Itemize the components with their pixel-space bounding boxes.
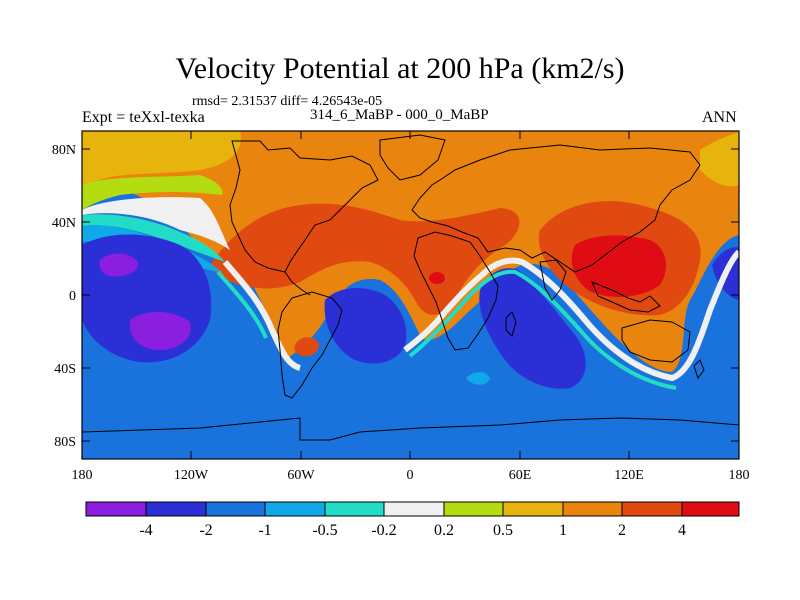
colorbar-swatch (85, 501, 147, 517)
coast-australia (621, 319, 691, 363)
colorbar-label: 0.5 (493, 522, 513, 539)
colorbar-swatch (324, 501, 385, 517)
colorbar-swatch (562, 501, 623, 517)
field-cyan-rim (216, 269, 677, 390)
colorbar-label: 2 (618, 522, 626, 539)
colorbar-swatch (502, 501, 564, 517)
field-africa-red (429, 272, 445, 284)
colorbar: -4 -2 -1 -0.5 -0.2 0.2 0.5 1 2 4 (85, 501, 740, 539)
lon-label-120w: 120W (174, 468, 209, 483)
colorbar-label: 0.2 (434, 522, 454, 539)
colorbar-swatch (621, 501, 683, 517)
season-label: ANN (702, 109, 737, 126)
field-arctic-yellow-east (700, 132, 739, 187)
lon-label-0: 0 (407, 468, 414, 483)
coast-north-america (229, 140, 379, 273)
coastlines (82, 134, 739, 441)
field-cyan-band (82, 214, 225, 262)
coast-se-asia (591, 281, 661, 313)
field-arctic-yellow (82, 131, 241, 185)
colorbar-swatch (443, 501, 504, 517)
lat-label-40n: 40N (52, 216, 76, 231)
plot-title: Velocity Potential at 200 hPa (km2/s) (175, 52, 625, 85)
field-atlantic-blue (324, 288, 407, 364)
field-sout-patch (466, 372, 490, 385)
coast-south-america (277, 291, 343, 399)
field-white-band (82, 197, 230, 250)
colorbar-label: -4 (139, 522, 152, 539)
coast-greenland (379, 134, 446, 181)
experiment-label: Expt = teXxl-texka (82, 109, 205, 126)
colorbar-label: -0.5 (312, 522, 337, 539)
colorbar-swatch (681, 501, 740, 517)
lat-label-0: 0 (69, 289, 76, 304)
colorbar-label: -1 (258, 522, 271, 539)
colorbar-swatch (264, 501, 326, 517)
lon-label-120e: 120E (614, 468, 644, 483)
lon-label-60w: 60W (287, 468, 315, 483)
coast-eurasia (411, 144, 701, 273)
colorbar-label: -0.2 (371, 522, 396, 539)
field-green-band (82, 175, 223, 210)
field-samerica-redorange (294, 337, 319, 357)
lat-label-80n: 80N (52, 143, 76, 158)
lat-ticks (82, 148, 739, 442)
comparison-label: 314_6_MaBP - 000_0_MaBP (310, 107, 489, 123)
lon-label-180e: 180 (729, 468, 750, 483)
coast-antarctica (82, 417, 739, 441)
contour-field (82, 131, 739, 459)
colorbar-swatch (383, 501, 445, 517)
coast-new-zealand (693, 359, 705, 380)
lon-label-180w: 180 (72, 468, 93, 483)
field-asia-red (571, 235, 666, 297)
lon-label-60e: 60E (509, 468, 532, 483)
colorbar-label: -2 (199, 522, 212, 539)
colorbar-label: 1 (559, 522, 567, 539)
field-indian-blue (479, 268, 586, 389)
colorbar-swatch (205, 501, 266, 517)
coast-india (539, 259, 567, 301)
field-americas-redorange (210, 203, 520, 315)
field-pacific-purple (99, 253, 139, 277)
stats-line: rmsd= 2.31537 diff= 4.26543e-05 (192, 94, 383, 109)
lon-ticks (81, 131, 630, 459)
lat-label-40s: 40S (54, 362, 76, 377)
coast-africa (413, 231, 499, 351)
coast-madagascar (505, 311, 517, 337)
colorbar-label: 4 (678, 522, 686, 539)
field-white-rim (222, 249, 739, 382)
coast-central-america (284, 271, 311, 296)
lat-label-80s: 80S (54, 435, 76, 450)
field-pacific-purple-south (129, 311, 191, 350)
colorbar-swatch (145, 501, 207, 517)
